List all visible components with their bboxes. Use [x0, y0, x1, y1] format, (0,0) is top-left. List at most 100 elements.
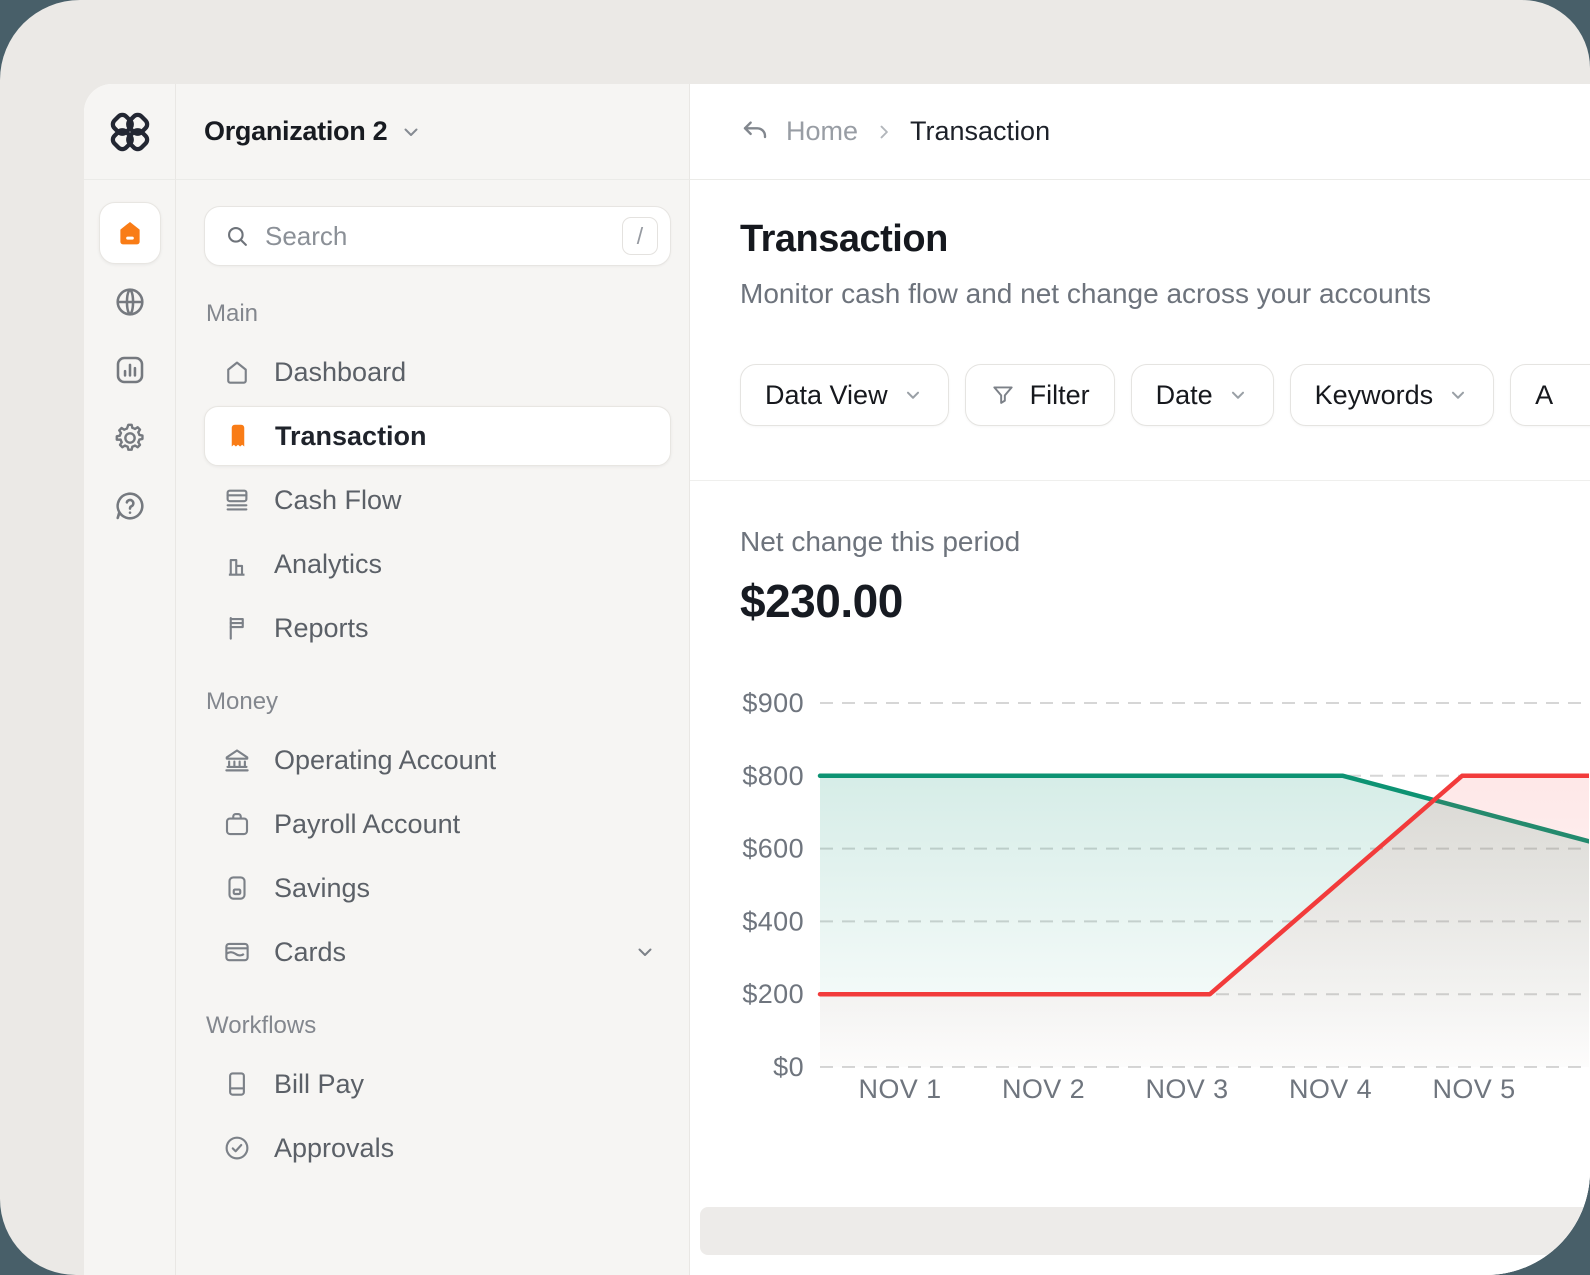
svg-text:NOV 2: NOV 2 — [1002, 1074, 1085, 1104]
sidebar-item-approvals[interactable]: Approvals — [204, 1116, 671, 1180]
chip-label: Date — [1155, 379, 1213, 410]
net-change-chart: $900 $800 $600 $400 $200 $0 NOV 1 NOV 2 NOV 3 NOV… — [742, 688, 1589, 1104]
chevron-down-icon — [399, 120, 423, 144]
svg-text:NOV 1: NOV 1 — [858, 1074, 941, 1104]
cash-flow-icon — [222, 485, 252, 515]
chevron-down-icon — [1447, 384, 1469, 406]
sidebar-item-cards[interactable]: Cards — [204, 920, 671, 984]
breadcrumb-home[interactable]: Home — [786, 116, 859, 146]
sidebar: / Main Dashboard Transaction — [176, 180, 690, 1275]
home-outline-icon — [222, 357, 252, 387]
sidebar-item-label: Analytics — [274, 548, 383, 579]
page-subtitle: Monitor cash flow and net change across … — [740, 278, 1432, 309]
chevron-down-icon — [1227, 384, 1249, 406]
net-change-kpi: Net change this period $230.00 — [740, 526, 1020, 628]
filter-toolbar: Data View Filter Date — [740, 364, 1590, 426]
breadcrumb-current: Transaction — [910, 116, 1051, 146]
rail-item-home[interactable] — [98, 202, 161, 264]
org-name: Organization 2 — [204, 116, 388, 146]
svg-text:$600: $600 — [742, 834, 804, 864]
svg-text:$800: $800 — [742, 761, 804, 791]
home-icon — [119, 221, 140, 245]
book-icon — [222, 1069, 252, 1099]
logo-area — [84, 84, 176, 180]
page-header: Transaction Monitor cash flow and net ch… — [740, 218, 1431, 310]
rail-item-global[interactable] — [100, 272, 160, 332]
section-label-workflows: Workflows — [206, 1012, 317, 1039]
svg-text:NOV 4: NOV 4 — [1289, 1074, 1372, 1104]
chip-label: A — [1535, 379, 1554, 410]
chip-label: Data View — [765, 379, 888, 410]
briefcase-icon — [222, 809, 252, 839]
chip-label: Keywords — [1314, 379, 1434, 410]
savings-doc-icon — [222, 873, 252, 903]
sidebar-item-label: Bill Pay — [274, 1068, 365, 1099]
sidebar-item-label: Transaction — [275, 420, 427, 451]
svg-text:$900: $900 — [742, 688, 804, 718]
sidebar-item-label: Dashboard — [274, 356, 407, 387]
rail-item-help[interactable] — [100, 476, 160, 536]
org-switcher[interactable]: Organization 2 — [176, 84, 690, 180]
filter-button[interactable]: Filter — [964, 364, 1115, 426]
sidebar-item-label: Cards — [274, 936, 347, 967]
sidebar-item-payroll-account[interactable]: Payroll Account — [204, 792, 671, 856]
credit-card-icon — [222, 937, 252, 967]
sidebar-item-label: Payroll Account — [274, 808, 461, 839]
search-box[interactable]: / — [204, 206, 671, 266]
receipt-icon — [223, 421, 253, 451]
data-view-button[interactable]: Data View — [740, 364, 949, 426]
date-filter-button[interactable]: Date — [1130, 364, 1274, 426]
svg-text:$0: $0 — [773, 1052, 804, 1082]
kpi-label: Net change this period — [740, 526, 1021, 557]
sidebar-item-dashboard[interactable]: Dashboard — [204, 340, 671, 404]
sidebar-item-label: Cash Flow — [274, 484, 402, 515]
svg-text:NOV 3: NOV 3 — [1145, 1074, 1228, 1104]
sidebar-item-transaction[interactable]: Transaction — [204, 406, 671, 466]
sidebar-item-operating-account[interactable]: Operating Account — [204, 728, 671, 792]
sidebar-item-label: Operating Account — [274, 744, 497, 775]
svg-text:$400: $400 — [742, 906, 804, 936]
section-label-main: Main — [206, 300, 259, 327]
gear-icon — [115, 423, 144, 451]
help-icon — [115, 492, 144, 520]
sidebar-item-label: Savings — [274, 872, 371, 903]
keywords-filter-button[interactable]: Keywords — [1289, 364, 1495, 426]
search-shortcut-badge: / — [622, 217, 658, 255]
bank-icon — [222, 745, 252, 775]
icon-rail — [84, 180, 176, 1275]
sidebar-item-label: Approvals — [274, 1132, 395, 1163]
check-circle-icon — [222, 1133, 252, 1163]
chip-label: Filter — [1029, 379, 1090, 410]
globe-icon — [115, 288, 144, 316]
report-flag-icon — [222, 613, 252, 643]
chevron-down-icon[interactable] — [633, 940, 657, 964]
sidebar-item-label: Reports — [274, 612, 369, 643]
analytics-icon — [116, 356, 143, 384]
rail-item-analytics[interactable] — [100, 340, 160, 400]
kpi-value: $230.00 — [740, 575, 903, 627]
sidebar-item-bill-pay[interactable]: Bill Pay — [204, 1052, 671, 1116]
back-icon[interactable] — [740, 117, 770, 147]
svg-text:NOV 5: NOV 5 — [1432, 1074, 1515, 1104]
svg-text:$200: $200 — [742, 979, 804, 1009]
app-window: Organization 2 Home Transaction — [84, 84, 1590, 1275]
chevron-down-icon — [902, 384, 924, 406]
breadcrumb: Home Transaction — [690, 84, 1590, 180]
section-divider — [690, 480, 1590, 481]
sidebar-item-analytics[interactable]: Analytics — [204, 532, 671, 596]
bottom-gray-band — [700, 1207, 1590, 1255]
sidebar-item-savings[interactable]: Savings — [204, 856, 671, 920]
search-icon — [223, 222, 251, 250]
chevron-right-icon — [874, 122, 894, 142]
sidebar-item-cash-flow[interactable]: Cash Flow — [204, 468, 671, 532]
sidebar-item-reports[interactable]: Reports — [204, 596, 671, 660]
content-area: Transaction Monitor cash flow and net ch… — [690, 180, 1590, 1275]
search-input[interactable] — [265, 220, 608, 252]
clipped-filter-button[interactable]: A — [1510, 364, 1590, 426]
funnel-icon — [990, 382, 1016, 408]
page-title: Transaction — [740, 218, 948, 260]
bar-chart-icon — [222, 549, 252, 579]
rail-item-settings[interactable] — [100, 408, 160, 468]
app-logo-icon[interactable] — [104, 106, 156, 158]
